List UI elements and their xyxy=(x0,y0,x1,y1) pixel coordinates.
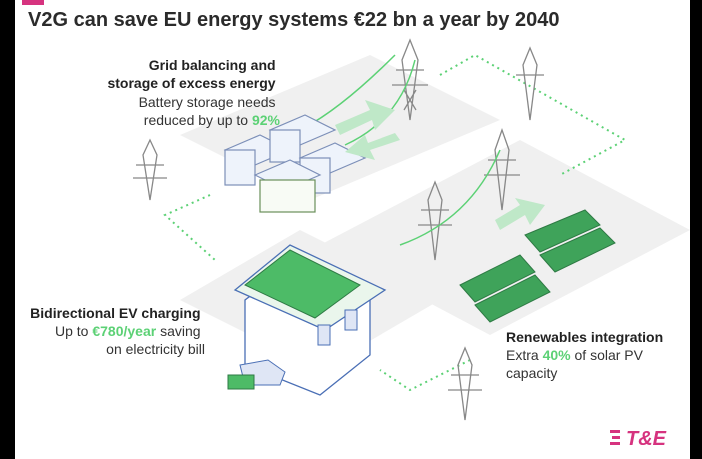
heading: Renewables integration xyxy=(506,329,663,345)
highlight: 40% xyxy=(543,347,572,363)
heading: Bidirectional EV charging xyxy=(30,305,200,321)
renewables-callout: Renewables integration Extra 40% of sola… xyxy=(506,329,668,381)
batteries xyxy=(223,114,367,213)
body: Battery storage needs xyxy=(139,94,276,110)
title: V2G can save EU energy systems €22 bn a … xyxy=(28,9,559,31)
pylons xyxy=(133,38,544,421)
grid-callout: Grid balancing and storage of excess ene… xyxy=(107,57,280,128)
body: Extra xyxy=(506,347,543,363)
logo: T&E xyxy=(626,428,667,450)
logo-mark xyxy=(610,430,620,445)
highlight: €780/year xyxy=(92,323,156,339)
solar-panels xyxy=(459,209,616,323)
body: on electricity bill xyxy=(106,341,205,357)
body: reduced by up to 92% xyxy=(144,112,281,128)
body: saving xyxy=(156,323,200,339)
body: Extra 40% of solar PV xyxy=(506,347,644,363)
flow-lines xyxy=(163,53,628,392)
highlight: 92% xyxy=(252,112,281,128)
body: reduced by up to xyxy=(144,112,252,128)
heading: Grid balancing and xyxy=(149,57,276,73)
house xyxy=(227,244,387,396)
body: Up to xyxy=(55,323,92,339)
body: Up to €780/year saving xyxy=(55,323,201,339)
heading: storage of excess energy xyxy=(107,75,275,91)
body: capacity xyxy=(506,365,557,381)
ev-callout: Bidirectional EV charging Up to €780/yea… xyxy=(30,305,205,357)
body: of solar PV xyxy=(571,347,644,363)
accent xyxy=(22,0,44,5)
